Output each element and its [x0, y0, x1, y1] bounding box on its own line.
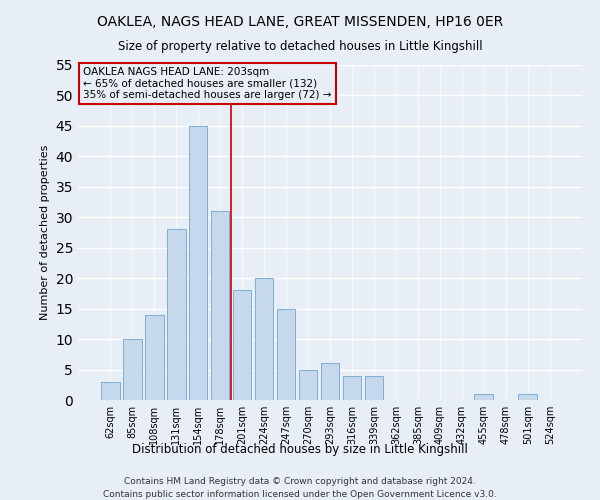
- Text: OAKLEA, NAGS HEAD LANE, GREAT MISSENDEN, HP16 0ER: OAKLEA, NAGS HEAD LANE, GREAT MISSENDEN,…: [97, 15, 503, 29]
- Bar: [518, 394, 537, 400]
- Bar: [123, 339, 142, 400]
- Bar: [277, 308, 295, 400]
- Text: Contains public sector information licensed under the Open Government Licence v3: Contains public sector information licen…: [103, 490, 497, 499]
- Bar: [475, 394, 493, 400]
- Bar: [299, 370, 317, 400]
- Bar: [320, 364, 340, 400]
- Bar: [343, 376, 361, 400]
- Text: Distribution of detached houses by size in Little Kingshill: Distribution of detached houses by size …: [132, 442, 468, 456]
- Text: Contains HM Land Registry data © Crown copyright and database right 2024.: Contains HM Land Registry data © Crown c…: [124, 478, 476, 486]
- Bar: [365, 376, 383, 400]
- Text: Size of property relative to detached houses in Little Kingshill: Size of property relative to detached ho…: [118, 40, 482, 53]
- Bar: [167, 230, 185, 400]
- Bar: [255, 278, 274, 400]
- Y-axis label: Number of detached properties: Number of detached properties: [40, 145, 50, 320]
- Bar: [211, 211, 229, 400]
- Bar: [189, 126, 208, 400]
- Text: OAKLEA NAGS HEAD LANE: 203sqm
← 65% of detached houses are smaller (132)
35% of : OAKLEA NAGS HEAD LANE: 203sqm ← 65% of d…: [83, 66, 332, 100]
- Bar: [233, 290, 251, 400]
- Bar: [145, 314, 164, 400]
- Bar: [101, 382, 119, 400]
